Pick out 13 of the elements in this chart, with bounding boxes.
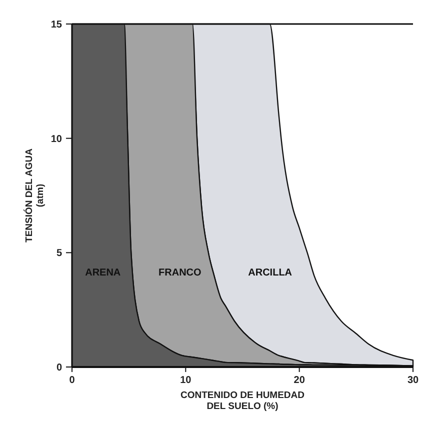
x-tick-label: 10 xyxy=(180,375,192,386)
y-tick-label: 15 xyxy=(50,20,62,30)
y-tick-label: 10 xyxy=(50,134,62,145)
x-tick-label: 20 xyxy=(294,375,306,386)
y-axis-title: TENSIÓN DEL AGUA (atm) xyxy=(23,148,46,242)
x-tick-label: 0 xyxy=(69,375,76,386)
series-label: ARCILLA xyxy=(248,268,292,279)
series-label: FRANCO xyxy=(158,268,202,279)
x-axis-title: CONTENIDO DE HUMEDAD DEL SUELO (%) xyxy=(180,390,305,412)
y-tick-label: 5 xyxy=(56,248,62,260)
y-tick-label: 0 xyxy=(56,362,62,374)
x-tick-label: 30 xyxy=(407,375,419,386)
series-label: ARENA xyxy=(85,268,121,279)
